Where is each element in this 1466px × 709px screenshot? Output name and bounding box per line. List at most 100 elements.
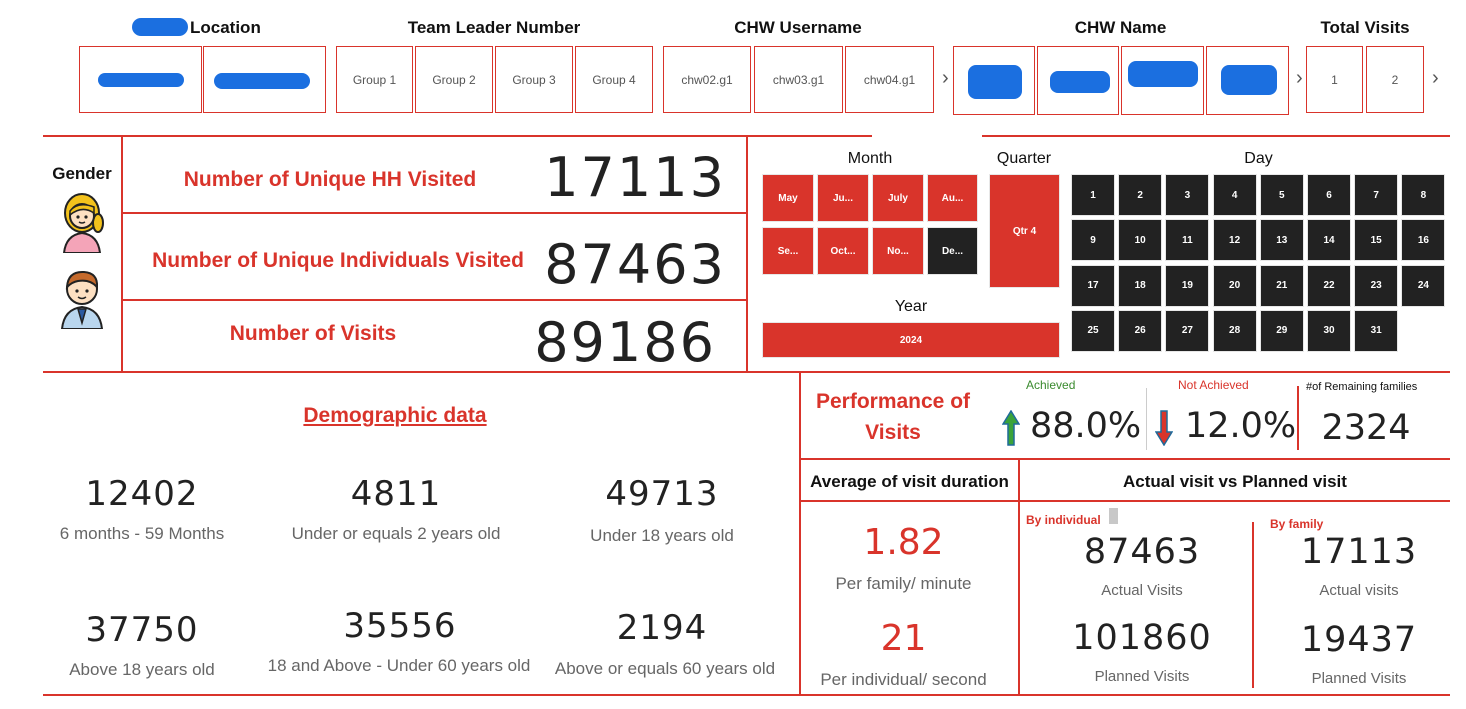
day-option[interactable]: 8 (1401, 174, 1446, 216)
chw-username-option[interactable]: chw04.g1 (845, 46, 934, 113)
day-option[interactable]: 13 (1259, 219, 1304, 262)
male-avatar-icon[interactable] (56, 265, 108, 329)
demographic-title: Demographic data (303, 404, 487, 427)
day-title: Day (1244, 150, 1273, 167)
duration-title: Average of visit duration (810, 472, 1009, 491)
day-option[interactable]: 22 (1307, 264, 1351, 307)
scroll-indicator[interactable] (1109, 508, 1118, 524)
location-tile-2[interactable] (203, 46, 326, 113)
day-option[interactable]: 11 (1165, 219, 1210, 262)
day-option[interactable]: 28 (1212, 309, 1257, 352)
month-option[interactable]: Au... (927, 174, 978, 222)
chw-username-option[interactable]: chw03.g1 (754, 46, 843, 113)
team-leader-option[interactable]: Group 3 (495, 46, 573, 113)
month-option[interactable]: No... (872, 227, 924, 275)
team-leader-option[interactable]: Group 1 (336, 46, 413, 113)
remaining-value: 2324 (1321, 408, 1411, 448)
kpi-visits-value: 89186 (534, 311, 716, 374)
redaction-mark (132, 18, 188, 36)
divider (1297, 386, 1299, 450)
divider (801, 500, 1450, 502)
day-option[interactable]: 26 (1118, 309, 1163, 352)
family-actual-value: 17113 (1300, 532, 1418, 572)
day-option[interactable]: 31 (1354, 309, 1399, 352)
chw-username-option[interactable]: chw02.g1 (663, 46, 751, 113)
day-option[interactable]: 2 (1118, 174, 1163, 216)
divider (43, 371, 1450, 373)
demographic-value: 2194 (616, 608, 708, 648)
day-option[interactable]: 18 (1118, 264, 1163, 307)
day-option[interactable]: 20 (1212, 264, 1257, 307)
divider (43, 694, 1450, 696)
total-visits-option[interactable]: 2 (1366, 46, 1424, 113)
female-avatar-icon[interactable] (56, 191, 108, 253)
kpi-hh-label: Number of Unique HH Visited (183, 168, 477, 191)
chevron-right-icon[interactable]: › (1432, 67, 1439, 89)
day-option[interactable]: 21 (1259, 264, 1304, 307)
day-option[interactable]: 16 (1401, 219, 1446, 262)
day-option[interactable]: 25 (1071, 309, 1115, 352)
family-actual-label: Actual visits (1319, 582, 1399, 599)
chevron-right-icon[interactable]: › (942, 67, 949, 89)
day-option[interactable]: 7 (1354, 174, 1399, 216)
chw-name-tile[interactable] (1121, 46, 1204, 115)
day-option[interactable]: 14 (1307, 219, 1351, 262)
month-option[interactable]: Se... (762, 227, 814, 275)
redaction-mark (214, 73, 310, 89)
day-option[interactable]: 4 (1212, 174, 1257, 216)
duration-family-value: 1.82 (863, 522, 944, 563)
month-option[interactable]: Oct... (817, 227, 869, 275)
demographic-value: 12402 (85, 474, 199, 514)
gender-title: Gender (52, 164, 112, 183)
day-option[interactable]: 9 (1071, 219, 1115, 262)
month-option[interactable]: May (762, 174, 814, 222)
arrow-up-icon (1002, 410, 1020, 446)
family-planned-value: 19437 (1300, 620, 1418, 660)
day-option[interactable]: 5 (1259, 174, 1304, 216)
chw-name-tile[interactable] (953, 46, 1035, 115)
kpi-visits-label: Number of Visits (229, 322, 397, 345)
duration-individual-value: 21 (880, 618, 927, 659)
day-option[interactable]: 15 (1354, 219, 1399, 262)
by-family-label: By family (1270, 517, 1324, 531)
day-option[interactable]: 12 (1212, 219, 1257, 262)
day-option[interactable]: 27 (1165, 309, 1210, 352)
day-option[interactable]: 1 (1071, 174, 1115, 216)
day-option[interactable]: 17 (1071, 264, 1115, 307)
redaction-mark (968, 65, 1022, 99)
team-leader-option[interactable]: Group 2 (415, 46, 493, 113)
day-option[interactable]: 29 (1259, 309, 1304, 352)
day-option[interactable]: 10 (1118, 219, 1163, 262)
year-title: Year (894, 298, 928, 315)
chevron-right-icon[interactable]: › (1296, 67, 1303, 89)
demographic-label: Above 18 years old (69, 660, 215, 679)
divider (123, 299, 746, 301)
quarter-option[interactable]: Qtr 4 (989, 174, 1060, 288)
divider (1252, 522, 1254, 688)
chw-name-title: CHW Name (1074, 18, 1167, 37)
total-visits-option[interactable]: 1 (1306, 46, 1363, 113)
not-achieved-label: Not Achieved (1178, 378, 1249, 392)
day-option[interactable]: 6 (1307, 174, 1351, 216)
chw-name-tile[interactable] (1037, 46, 1119, 115)
team-leader-option[interactable]: Group 4 (575, 46, 653, 113)
month-option[interactable]: Ju... (817, 174, 869, 222)
day-option[interactable]: 23 (1354, 264, 1399, 307)
demographic-label: 6 months - 59 Months (59, 524, 225, 543)
location-title: Location (190, 18, 261, 37)
divider (121, 137, 123, 371)
chw-username-title: CHW Username (734, 18, 862, 37)
day-option[interactable]: 3 (1165, 174, 1210, 216)
day-option[interactable]: 24 (1401, 264, 1446, 307)
month-option[interactable]: De... (927, 227, 978, 275)
chw-name-tile[interactable] (1206, 46, 1289, 115)
redaction-mark (1128, 61, 1198, 87)
individual-actual-value: 87463 (1083, 532, 1201, 572)
day-option[interactable]: 19 (1165, 264, 1210, 307)
year-option[interactable]: 2024 (762, 322, 1060, 358)
month-option[interactable]: July (872, 174, 924, 222)
location-tile-1[interactable] (79, 46, 202, 113)
divider (799, 373, 801, 696)
kpi-hh-value: 17113 (544, 146, 726, 209)
day-option[interactable]: 30 (1307, 309, 1351, 352)
